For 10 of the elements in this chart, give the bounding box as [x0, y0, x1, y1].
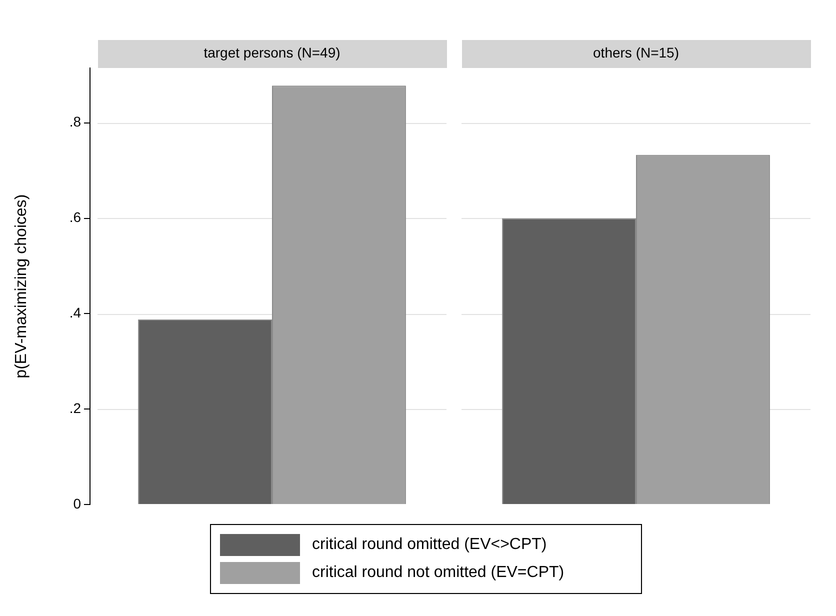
- legend-label: critical round omitted (EV<>CPT): [312, 536, 547, 554]
- y-tick-label: .2: [69, 400, 82, 416]
- y-tick-label: .4: [69, 304, 82, 321]
- x-tick-label: others (N=15): [593, 44, 679, 60]
- y-axis-title: p(EV-maximizing choices): [13, 194, 30, 378]
- legend-label: critical round not omitted (EV=CPT): [312, 564, 564, 582]
- y-tick-label: 0: [73, 495, 82, 512]
- y-tick-label: .8: [69, 114, 82, 130]
- x-tick-label: target persons (N=49): [204, 44, 340, 60]
- y-tick-label: .6: [69, 209, 82, 226]
